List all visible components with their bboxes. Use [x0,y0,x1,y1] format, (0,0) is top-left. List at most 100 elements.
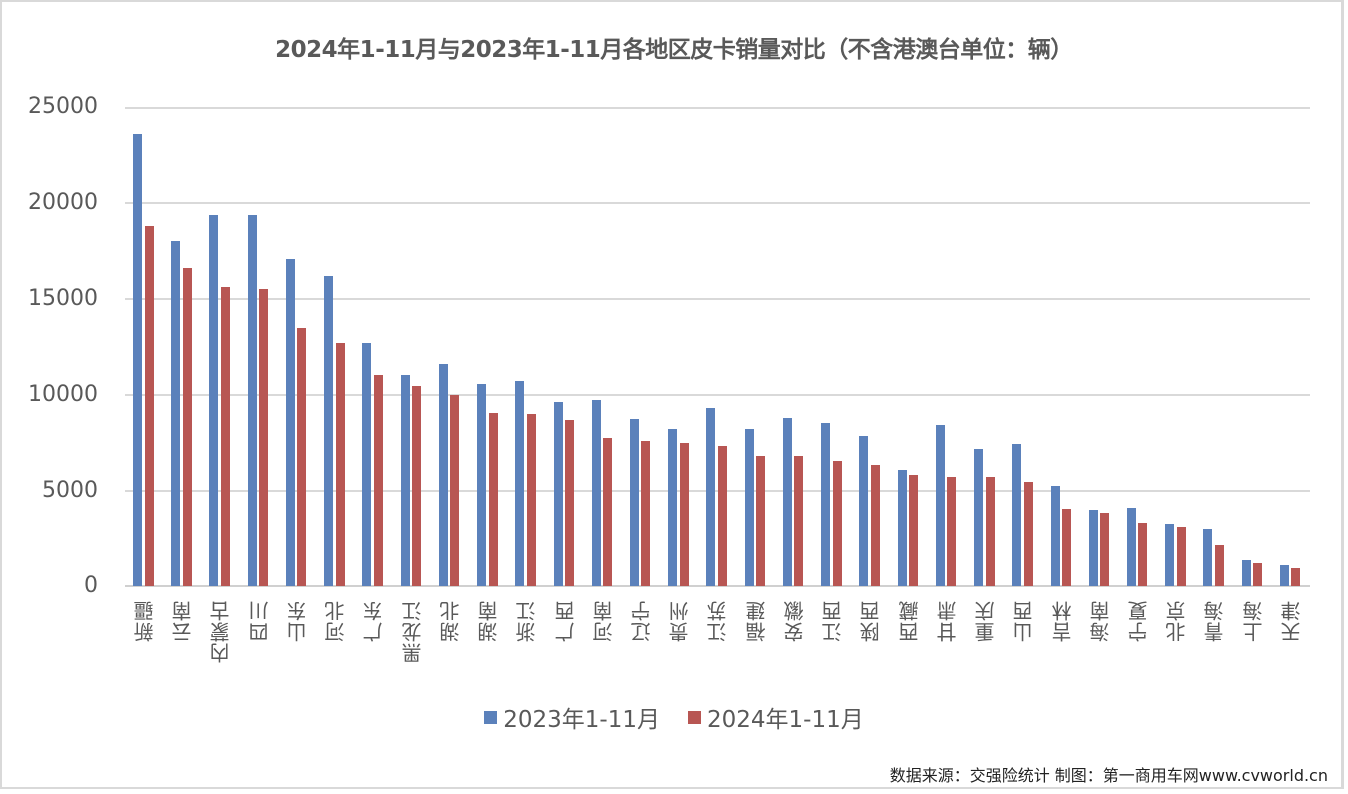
bar-2023 [324,275,334,586]
legend-label: 2023年1-11月 [503,707,660,733]
x-tick-label: 吉林 [1051,600,1075,710]
x-tick-text: 江苏 [706,600,731,642]
bar-2023 [285,258,295,586]
x-tick-label: 河南 [592,600,616,710]
bar-2023 [897,470,907,586]
x-tick-text: 安徽 [782,600,807,642]
x-tick-text: 湖南 [477,600,502,642]
x-tick-text: 黑龙江 [400,600,425,663]
x-tick-text: 陕西 [859,600,884,642]
bar-2023 [706,407,716,586]
bar-2023 [438,363,448,586]
bar-2023 [1203,528,1213,586]
bar-2024 [717,446,727,586]
bar-2023 [782,417,792,586]
bar-2024 [603,437,613,586]
x-tick-text: 云南 [171,600,196,642]
x-tick-label: 北京 [1165,600,1189,710]
x-tick-text: 山东 [285,600,310,642]
x-tick-label: 西藏 [898,600,922,710]
bar-2023 [1012,444,1022,586]
legend-item-2023: 2023年1-11月 [484,700,660,734]
x-tick-text: 重庆 [974,600,999,642]
x-tick-label: 山西 [1012,600,1036,710]
bar-2024 [1291,567,1301,586]
bar-2023 [133,134,142,586]
bar-2023 [744,429,754,586]
x-tick-text: 山西 [1012,600,1037,642]
bar-2024 [1176,526,1186,586]
bar-2024 [450,394,460,586]
bar-2024 [947,476,957,586]
x-tick-label: 辽宁 [630,600,654,710]
bar-2024 [335,342,345,586]
x-tick-label: 天津 [1280,600,1304,710]
y-tick-label: 15000 [28,286,98,311]
bar-2024 [297,327,307,586]
x-tick-text: 甘肃 [935,600,960,642]
y-tick-label: 25000 [28,94,98,119]
x-tick-label: 浙江 [515,600,539,710]
gridline [125,202,1310,204]
bar-2023 [553,402,563,586]
bar-2023 [591,400,601,586]
bar-2024 [985,476,995,586]
bar-2023 [400,375,410,586]
bar-2023 [515,381,525,586]
x-tick-text: 河北 [324,600,349,642]
x-axis-line [125,585,1310,587]
x-tick-text: 新疆 [133,600,157,642]
y-tick-label: 10000 [28,382,98,407]
x-tick-text: 广西 [553,600,578,642]
y-tick-label: 0 [84,573,98,598]
source-note: 数据来源：交强险统计 制图：第一商用车网www.cvworld.cn [889,766,1328,785]
bar-2024 [373,375,383,586]
bar-2024 [182,268,192,586]
x-tick-label: 内蒙古 [209,600,233,710]
bar-2024 [259,289,269,586]
bar-2023 [362,342,372,586]
x-tick-label: 山东 [286,600,310,710]
legend-swatch-red-icon [688,710,701,724]
x-tick-label: 河北 [324,600,348,710]
x-tick-label: 云南 [171,600,195,710]
bar-2024 [565,420,575,586]
x-tick-label: 上海 [1242,600,1266,710]
bar-2023 [629,419,639,586]
x-tick-label: 重庆 [974,600,998,710]
bar-2023 [974,449,984,586]
x-tick-label: 广东 [362,600,386,710]
bar-2024 [1062,509,1072,586]
bar-2023 [668,429,678,586]
chart-title: 2024年1-11月与2023年1-11月各地区皮卡销量对比（不含港澳台单位：辆… [275,37,1073,63]
bar-2024 [794,455,804,586]
bar-2023 [209,214,219,586]
x-tick-text: 湖北 [438,600,463,642]
bar-2023 [477,384,487,586]
bar-2024 [220,287,230,586]
x-tick-text: 广东 [362,600,387,642]
legend: 2023年1-11月 2024年1-11月 [0,700,1348,734]
x-tick-label: 新疆 [133,600,157,710]
x-tick-label: 江西 [821,600,845,710]
bar-2024 [1100,513,1110,586]
gridline [125,298,1310,300]
legend-label: 2024年1-11月 [707,707,864,733]
bar-2024 [1138,522,1148,586]
bar-2023 [821,423,831,586]
legend-item-2024: 2024年1-11月 [688,700,864,734]
bar-2024 [526,413,536,586]
x-tick-text: 宁夏 [1126,600,1151,642]
x-tick-text: 河南 [591,600,616,642]
x-tick-label: 安徽 [783,600,807,710]
bar-2024 [144,226,154,586]
x-tick-label: 四川 [248,600,272,710]
bar-2023 [935,425,945,586]
gridline [125,394,1310,396]
bar-2024 [909,474,919,586]
x-tick-label: 福建 [745,600,769,710]
bar-2023 [1279,564,1289,586]
legend-swatch-blue-icon [484,710,498,724]
gridline [125,107,1310,109]
